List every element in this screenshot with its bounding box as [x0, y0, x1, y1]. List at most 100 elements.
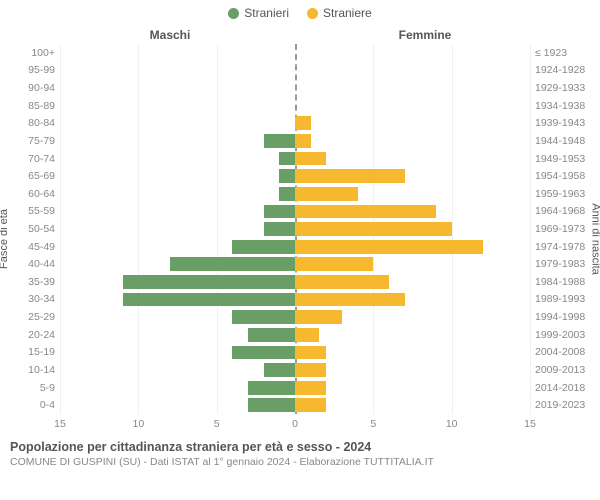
legend-swatch-female: [307, 8, 318, 19]
bar-cell-female: [295, 97, 530, 115]
age-tick: 80-84: [0, 117, 55, 129]
age-tick: 40-44: [0, 258, 55, 270]
age-tick: 35-39: [0, 276, 55, 288]
bar-male: [248, 328, 295, 342]
table-row: [60, 115, 530, 133]
age-tick: 65-69: [0, 170, 55, 182]
bar-cell-male: [60, 326, 295, 344]
age-tick: 60-64: [0, 188, 55, 200]
bar-cell-female: [295, 308, 530, 326]
footer: Popolazione per cittadinanza straniera p…: [0, 434, 600, 468]
table-row: [60, 132, 530, 150]
bar-male: [123, 275, 295, 289]
birth-tick: 1954-1958: [535, 170, 600, 182]
bar-cell-female: [295, 44, 530, 62]
chart-title: Popolazione per cittadinanza straniera p…: [10, 440, 590, 454]
bar-male: [232, 346, 295, 360]
x-tick: 10: [132, 418, 144, 430]
bar-female: [295, 116, 311, 130]
age-tick: 25-29: [0, 311, 55, 323]
bar-cell-male: [60, 203, 295, 221]
bar-female: [295, 328, 319, 342]
birth-tick: 1939-1943: [535, 117, 600, 129]
bar-male: [248, 381, 295, 395]
bar-male: [248, 398, 295, 412]
bar-cell-male: [60, 361, 295, 379]
birth-tick: 1974-1978: [535, 241, 600, 253]
table-row: [60, 326, 530, 344]
table-row: [60, 379, 530, 397]
age-tick: 55-59: [0, 205, 55, 217]
birth-tick: 1994-1998: [535, 311, 600, 323]
birth-tick: 1934-1938: [535, 100, 600, 112]
bar-male: [170, 257, 295, 271]
bar-female: [295, 398, 326, 412]
x-tick: 5: [214, 418, 220, 430]
bar-cell-male: [60, 115, 295, 133]
bar-cell-male: [60, 62, 295, 80]
birth-tick: 1999-2003: [535, 329, 600, 341]
table-row: [60, 62, 530, 80]
x-tick: 0: [292, 418, 298, 430]
bar-cell-female: [295, 167, 530, 185]
bar-male: [264, 205, 295, 219]
legend-item-female: Straniere: [307, 6, 372, 20]
bar-female: [295, 222, 452, 236]
age-tick: 70-74: [0, 153, 55, 165]
age-tick: 30-34: [0, 293, 55, 305]
bar-female: [295, 205, 436, 219]
birth-tick: 1969-1973: [535, 223, 600, 235]
bar-cell-female: [295, 62, 530, 80]
table-row: [60, 291, 530, 309]
age-tick: 15-19: [0, 346, 55, 358]
table-row: [60, 273, 530, 291]
legend-item-male: Stranieri: [228, 6, 289, 20]
bar-cell-female: [295, 256, 530, 274]
birth-tick: 1979-1983: [535, 258, 600, 270]
table-row: [60, 256, 530, 274]
bar-cell-male: [60, 291, 295, 309]
age-tick: 100+: [0, 47, 55, 59]
age-tick: 85-89: [0, 100, 55, 112]
bar-female: [295, 240, 483, 254]
birth-tick: 1959-1963: [535, 188, 600, 200]
bar-cell-female: [295, 273, 530, 291]
bar-female: [295, 134, 311, 148]
table-row: [60, 150, 530, 168]
birth-tick: 1949-1953: [535, 153, 600, 165]
bar-male: [123, 293, 295, 307]
table-row: [60, 344, 530, 362]
table-row: [60, 361, 530, 379]
bar-cell-male: [60, 167, 295, 185]
age-tick: 20-24: [0, 329, 55, 341]
birth-tick: 1989-1993: [535, 293, 600, 305]
bar-cell-female: [295, 150, 530, 168]
age-tick: 10-14: [0, 364, 55, 376]
bar-female: [295, 187, 358, 201]
bar-female: [295, 293, 405, 307]
bar-cell-female: [295, 79, 530, 97]
bar-cell-female: [295, 326, 530, 344]
bar-cell-male: [60, 150, 295, 168]
header-male: Maschi: [0, 28, 300, 42]
table-row: [60, 185, 530, 203]
bar-male: [264, 363, 295, 377]
bar-female: [295, 275, 389, 289]
x-tick: 15: [54, 418, 66, 430]
age-tick: 95-99: [0, 64, 55, 76]
chart-container: Stranieri Straniere Maschi Femmine Fasce…: [0, 0, 600, 500]
header-female: Femmine: [300, 28, 600, 42]
bar-cell-female: [295, 238, 530, 256]
age-tick: 50-54: [0, 223, 55, 235]
table-row: [60, 220, 530, 238]
x-axis: 15105051015: [60, 416, 530, 434]
table-row: [60, 167, 530, 185]
legend-label-male: Stranieri: [244, 6, 289, 20]
birth-tick: 1984-1988: [535, 276, 600, 288]
bar-cell-male: [60, 344, 295, 362]
bar-cell-male: [60, 379, 295, 397]
bar-cell-male: [60, 238, 295, 256]
bar-male: [279, 169, 295, 183]
bar-female: [295, 381, 326, 395]
plot-area: Fasce di età Anni di nascita 100+95-9990…: [0, 44, 600, 434]
